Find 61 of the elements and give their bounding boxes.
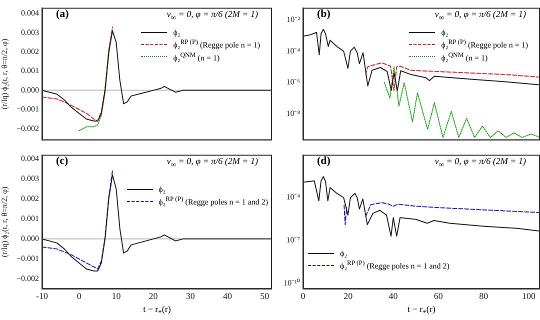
line-series bbox=[384, 66, 540, 138]
chart-title: (d) bbox=[317, 155, 330, 167]
x-tick-label: 50 bbox=[260, 290, 270, 301]
y-tick-label: 0.001 bbox=[21, 214, 39, 223]
x-tick-label: 20 bbox=[344, 290, 354, 301]
line-series bbox=[365, 62, 540, 92]
chart-title: (b) bbox=[317, 8, 330, 20]
chart-title: (a) bbox=[56, 8, 69, 20]
legend-label: ϕ₂$^{RP (P)}$ (Regge pole n = 1) bbox=[441, 39, 528, 50]
y-tick-label: −0.002 bbox=[16, 274, 39, 284]
legend-label: ϕ₂ bbox=[441, 28, 448, 37]
legend-label: ϕ₂$^{QNM}$ (n = 1) bbox=[441, 52, 488, 62]
line-series bbox=[78, 28, 113, 132]
y-tick-label: −0.001 bbox=[16, 104, 39, 114]
y-tick-label: 0.003 bbox=[21, 28, 39, 37]
y-tick-label: 10⁻⁴ bbox=[286, 192, 300, 202]
legend-label: ϕ₂$^{RP (P)}$ (Regge poles n = 1 and 2) bbox=[340, 260, 450, 271]
legend-label: ϕ₂$^{RP (P)}$ (Regge poles n = 1 and 2) bbox=[158, 196, 268, 207]
y-tick-label: 0.002 bbox=[21, 47, 39, 56]
y-tick-label: 10⁻¹⁰ bbox=[284, 278, 300, 288]
y-tick-label: 10⁻⁶ bbox=[286, 78, 300, 87]
x-tick-label: 40 bbox=[388, 290, 398, 301]
x-tick-label: 10 bbox=[112, 290, 122, 301]
y-tick-label: −0.002 bbox=[16, 124, 39, 133]
y-axis-title: (r/lq) ϕ₂(t, r, θ=π/2, φ) bbox=[0, 38, 9, 110]
x-tick-label: 20 bbox=[148, 290, 158, 301]
legend-label: ϕ₂$^{RP (P)}$ (Regge pole n = 1) bbox=[173, 39, 260, 50]
y-tick-label: 10⁻⁴ bbox=[286, 46, 300, 56]
y-tick-label: 0.004 bbox=[21, 154, 39, 163]
y-tick-label: 0.002 bbox=[21, 194, 39, 203]
x-tick-label: 80 bbox=[479, 290, 489, 301]
line-series bbox=[42, 26, 113, 122]
legend-label: ϕ₂$^{QNM}$ (n = 1) bbox=[173, 52, 220, 62]
legend-label: ϕ₂ bbox=[158, 185, 166, 194]
chart-subtitle: v$_{∞}$ = 0, φ = π/6 (2M = 1) bbox=[166, 156, 258, 169]
chart-subtitle: v$_{∞}$ = 0, φ = π/6 (2M = 1) bbox=[434, 156, 526, 169]
y-tick-label: 0.003 bbox=[21, 174, 39, 183]
line-series bbox=[42, 170, 113, 270]
x-tick-label: 60 bbox=[434, 290, 444, 301]
x-tick-label: 0 bbox=[300, 290, 306, 301]
x-tick-label: -10 bbox=[36, 290, 48, 301]
y-tick-label: 0.000 bbox=[21, 234, 39, 244]
chart-subtitle: v$_{∞}$ = 0, φ = π/6 (2M = 1) bbox=[166, 9, 258, 22]
y-axis-title: (r/lq) ϕ₂(t, r, θ=π/2, φ) bbox=[0, 186, 9, 258]
x-tick-label: 30 bbox=[186, 290, 196, 301]
y-tick-label: −0.001 bbox=[16, 254, 39, 264]
x-axis-title: t − r$_{*}$(r) bbox=[406, 304, 436, 317]
chart-subtitle: v$_{∞}$ = 0, φ = π/6 (2M = 1) bbox=[434, 9, 526, 22]
y-tick-label: 0.004 bbox=[21, 8, 39, 18]
y-tick-label: 0.001 bbox=[21, 66, 39, 76]
y-tick-label: 10⁻⁸ bbox=[286, 108, 300, 118]
y-tick-label: 0.000 bbox=[21, 85, 39, 94]
y-tick-label: 10⁻² bbox=[286, 15, 301, 24]
chart-title: (c) bbox=[56, 155, 68, 167]
x-tick-label: 100 bbox=[522, 290, 536, 301]
legend-label: ϕ₂ bbox=[173, 28, 180, 37]
x-axis-title: t − r$_{*}$(r) bbox=[142, 304, 172, 317]
legend-label: ϕ₂ bbox=[340, 249, 347, 258]
x-tick-label: 0 bbox=[76, 290, 82, 301]
x-tick-label: 40 bbox=[222, 290, 232, 301]
y-tick-label: 10⁻⁷ bbox=[286, 236, 300, 245]
